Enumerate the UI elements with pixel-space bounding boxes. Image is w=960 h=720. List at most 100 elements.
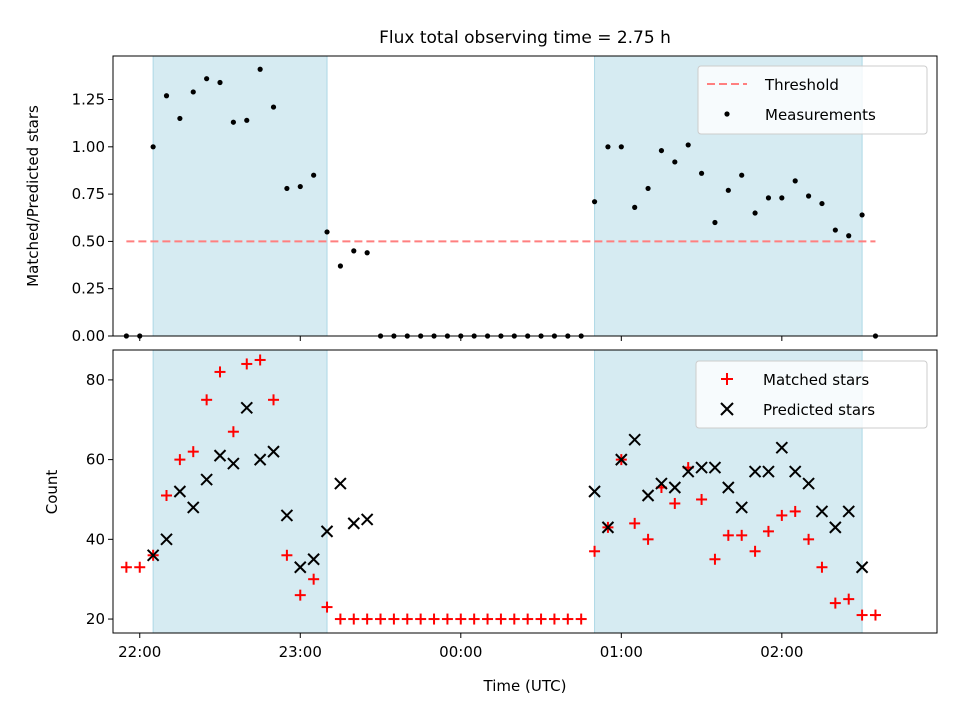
bottom-y-axis-label: Count xyxy=(43,470,61,515)
matched-star-point xyxy=(776,509,788,521)
predicted-star-point xyxy=(815,505,829,518)
marker-stroke xyxy=(601,521,615,534)
chart-title: Flux total observing time = 2.75 h xyxy=(379,28,671,48)
matched-star-point xyxy=(187,446,199,458)
matched-star-point xyxy=(522,613,534,625)
measurement-point xyxy=(257,66,263,72)
predicted-star-point xyxy=(775,441,789,454)
measurement-point xyxy=(230,119,236,125)
top-axes-frame xyxy=(112,55,938,337)
measurement-point xyxy=(351,248,357,254)
measurement-point xyxy=(311,172,317,178)
matched-star-point xyxy=(361,613,373,625)
marker-stroke xyxy=(762,465,775,478)
x-tick-label: 00:00 xyxy=(439,643,482,661)
marker-stroke xyxy=(240,401,253,415)
bottom-legend-box xyxy=(695,360,928,429)
y-tick-label: 60 xyxy=(86,451,105,469)
marker-stroke xyxy=(360,513,374,526)
measurement-point xyxy=(658,147,665,154)
matched-star-point xyxy=(562,613,574,625)
matched-star-point xyxy=(334,613,346,625)
top-legend-box xyxy=(697,65,928,135)
measurement-point xyxy=(739,172,745,178)
bottom-panel: 22:00 23:00 00:00 01:00 02:00 20 40 60 80 Count… xyxy=(43,349,938,695)
predicted-star-point xyxy=(855,561,869,574)
matched-star-point xyxy=(482,613,494,625)
predicted-star-point xyxy=(588,485,601,498)
measurement-point xyxy=(672,159,678,165)
matched-star-point xyxy=(696,493,708,505)
predicted-star-point xyxy=(842,505,855,518)
matched-star-point xyxy=(161,489,173,501)
matched-star-point xyxy=(227,426,239,438)
marker-stroke xyxy=(722,481,735,494)
marker-stroke xyxy=(347,517,360,530)
predicted-star-point xyxy=(735,501,748,514)
marker-stroke xyxy=(187,501,200,514)
matched-star-point xyxy=(843,593,855,605)
matched-star-point xyxy=(214,366,226,378)
legend-measurements-swatch xyxy=(724,111,730,117)
predicted-star-point xyxy=(695,461,708,474)
y-tick-label: 40 xyxy=(86,530,105,548)
marker-stroke xyxy=(802,477,815,490)
marker-stroke xyxy=(294,561,307,574)
x-axis-label: Time (UTC) xyxy=(483,677,567,695)
matched-star-point xyxy=(428,613,440,625)
measurement-point xyxy=(150,144,156,150)
y-tick-label: 1.25 xyxy=(72,91,105,109)
marker-stroke xyxy=(615,453,628,466)
y-tick-label: 0.75 xyxy=(72,185,105,203)
measurement-point xyxy=(712,219,718,226)
predicted-star-point xyxy=(789,465,802,478)
predicted-star-point xyxy=(681,465,695,478)
y-tick-label: 1.00 xyxy=(72,138,105,156)
measurement-point xyxy=(632,204,638,210)
legend-threshold-label: Threshold xyxy=(764,76,839,94)
measurement-point xyxy=(177,115,183,122)
matched-star-point xyxy=(281,549,293,561)
marker-stroke xyxy=(695,461,708,474)
predicted-star-point xyxy=(160,533,173,546)
matched-star-point xyxy=(575,613,587,625)
legend-matched-swatch xyxy=(721,373,733,385)
measurement-point xyxy=(297,183,303,190)
matched-star-point xyxy=(829,597,841,609)
marker-stroke xyxy=(655,477,668,490)
matched-star-point xyxy=(642,533,654,545)
predicted-star-point xyxy=(187,501,200,514)
predicted-star-point xyxy=(802,477,815,490)
measurement-point xyxy=(805,193,812,199)
marker-stroke xyxy=(855,561,869,574)
matched-star-point xyxy=(415,613,427,625)
predicted-star-point xyxy=(253,453,267,466)
measurement-point xyxy=(337,263,344,269)
predicted-star-point xyxy=(334,477,347,490)
matched-star-point xyxy=(401,613,413,625)
predicted-star-point xyxy=(829,521,842,534)
matched-star-point xyxy=(508,613,520,625)
y-tick-label: 0.00 xyxy=(72,327,105,345)
measurement-point xyxy=(244,117,250,123)
matched-star-point xyxy=(722,529,734,541)
legend-predicted-swatch xyxy=(720,402,734,416)
matched-star-point xyxy=(174,454,186,466)
marker-stroke xyxy=(200,473,213,486)
predicted-star-point xyxy=(280,509,294,522)
marker-stroke xyxy=(334,477,347,490)
predicted-star-point xyxy=(628,433,641,446)
measurement-point xyxy=(591,199,598,205)
marker-stroke xyxy=(280,509,294,522)
matched-star-point xyxy=(589,545,601,557)
measurement-point xyxy=(752,210,758,216)
marker-stroke xyxy=(748,465,762,478)
matched-star-point xyxy=(441,613,453,625)
measurement-point xyxy=(284,185,290,192)
measurement-point xyxy=(846,233,852,239)
matched-star-point xyxy=(803,533,815,545)
measurement-point xyxy=(163,93,170,99)
top-panel: 0.00 0.25 0.50 0.75 1.00 1.25 Matched/Predict… xyxy=(24,55,938,345)
matched-star-point xyxy=(254,354,266,366)
